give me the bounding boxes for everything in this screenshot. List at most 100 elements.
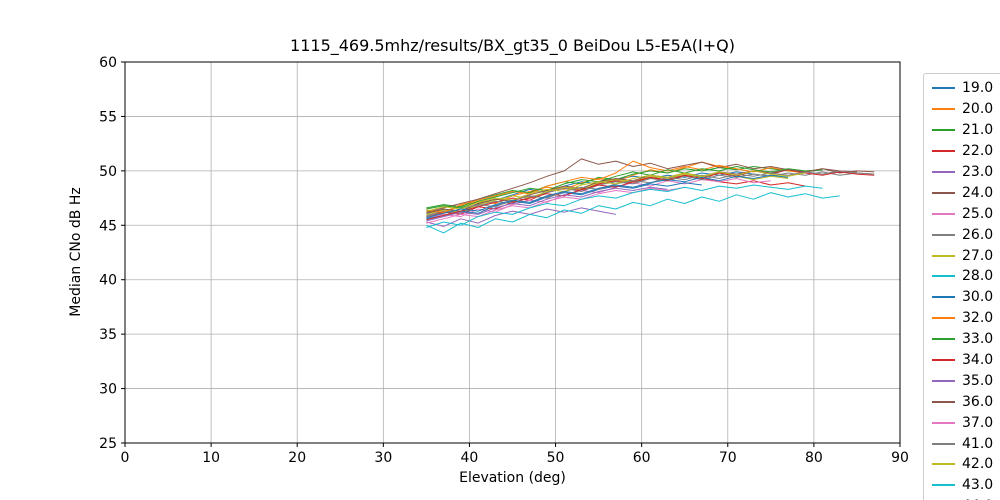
legend-entry: 23.0 <box>932 162 996 183</box>
series-line-22.0 <box>426 174 806 218</box>
legend-label: 37.0 <box>962 414 994 431</box>
legend-entry: 37.0 <box>932 412 996 433</box>
legend-entry: 22.0 <box>932 141 996 162</box>
legend-line-swatch <box>932 233 955 236</box>
series-line-25.0 <box>426 178 771 219</box>
legend-line-swatch <box>932 296 955 299</box>
series-line-33.0 <box>426 166 823 210</box>
legend-label: 33.0 <box>962 331 994 348</box>
legend-label: 27.0 <box>962 247 994 264</box>
legend-entry: 24.0 <box>932 182 996 203</box>
x-tick-label: 80 <box>805 450 823 466</box>
y-tick-label: 60 <box>99 55 117 71</box>
legend-line-swatch <box>932 87 955 90</box>
legend-line-swatch <box>932 359 955 362</box>
legend-entry: 35.0 <box>932 370 996 391</box>
y-tick-label: 45 <box>99 218 117 234</box>
x-tick-label: 90 <box>891 450 909 466</box>
legend-label: 44.0 <box>962 498 993 500</box>
legend-entry: 20.0 <box>932 99 996 120</box>
y-tick-label: 30 <box>99 382 117 398</box>
legend-label: 41.0 <box>962 435 994 452</box>
legend-entry: 32.0 <box>932 308 996 329</box>
y-tick-label: 50 <box>99 164 117 180</box>
series-line-37.0 <box>426 186 685 224</box>
chart-title: 1115_469.5mhz/results/BX_gt35_0 BeiDou L… <box>290 36 735 55</box>
x-tick-label: 70 <box>719 450 737 466</box>
legend-entry: 43.0 <box>932 475 996 496</box>
x-tick-label: 20 <box>288 450 306 466</box>
y-tick-label: 55 <box>99 109 117 125</box>
legend-entry: 21.0 <box>932 120 996 141</box>
legend-label: 34.0 <box>962 352 994 369</box>
series-line-35.0 <box>426 186 668 222</box>
legend-line-swatch <box>932 400 955 403</box>
legend-line-swatch <box>932 275 955 278</box>
series-line-30.0 <box>426 182 702 220</box>
series-line-44.0 <box>426 174 789 219</box>
legend-label: 20.0 <box>962 101 994 118</box>
legend-entry: 28.0 <box>932 266 996 287</box>
legend-entry: 42.0 <box>932 454 996 475</box>
series-line-32.0 <box>426 160 806 213</box>
legend: 19.0 20.0 21.0 22.0 23.0 24.0 25.0 26.0 27.0 28.0… <box>923 73 1000 500</box>
legend-label: 28.0 <box>962 268 994 285</box>
legend-entry: 41.0 <box>932 433 996 454</box>
legend-entry: 30.0 <box>932 287 996 308</box>
x-tick-label: 60 <box>633 450 651 466</box>
legend-line-swatch <box>932 191 955 194</box>
legend-label: 36.0 <box>962 393 994 410</box>
legend-label: 24.0 <box>962 184 994 201</box>
legend-line-swatch <box>932 171 955 173</box>
x-tick-label: 0 <box>121 450 130 466</box>
y-axis-label: Median CNo dB Hz <box>68 187 84 317</box>
legend-line-swatch <box>932 317 955 320</box>
legend-label: 25.0 <box>962 205 994 222</box>
series-line-42.0 <box>426 170 806 212</box>
axes-frame <box>124 61 901 444</box>
legend-line-swatch <box>932 338 955 341</box>
legend-line-swatch <box>932 108 955 111</box>
legend-label: 43.0 <box>962 477 994 494</box>
legend-entry: 36.0 <box>932 391 996 412</box>
legend-line-swatch <box>932 463 955 466</box>
x-tick-label: 30 <box>374 450 392 466</box>
legend-entry: 19.0 <box>932 78 996 99</box>
x-tick-label: 40 <box>461 450 479 466</box>
legend-label: 30.0 <box>962 289 994 306</box>
series-line-36.0 <box>426 168 857 214</box>
series-line-28.0 <box>426 192 840 234</box>
legend-entry: 44.0 <box>932 496 996 500</box>
legend-label: 35.0 <box>962 372 994 389</box>
legend-label: 22.0 <box>962 143 994 160</box>
legend-entry: 34.0 <box>932 350 996 371</box>
legend-line-swatch <box>932 212 955 215</box>
x-axis-label: Elevation (deg) <box>459 470 566 486</box>
legend-label: 32.0 <box>962 310 994 327</box>
legend-line-swatch <box>932 421 955 424</box>
legend-line-swatch <box>932 254 955 257</box>
legend-label: 21.0 <box>962 122 994 139</box>
legend-label: 26.0 <box>962 226 994 243</box>
legend-entry: 25.0 <box>932 203 996 224</box>
series-line-21.0 <box>426 166 823 209</box>
legend-entry: 33.0 <box>932 329 996 350</box>
legend-entry: 27.0 <box>932 245 996 266</box>
legend-line-swatch <box>932 484 955 487</box>
series-line-43.0 <box>426 184 823 228</box>
legend-line-swatch <box>932 442 955 445</box>
y-tick-label: 25 <box>99 436 117 452</box>
series-line-23.0 <box>426 207 616 227</box>
x-tick-label: 50 <box>547 450 565 466</box>
legend-line-swatch <box>932 150 955 153</box>
legend-entry: 26.0 <box>932 224 996 245</box>
legend-label: 19.0 <box>962 80 994 97</box>
y-tick-label: 35 <box>99 327 117 343</box>
y-tick-label: 40 <box>99 273 117 289</box>
legend-line-swatch <box>932 379 955 382</box>
x-tick-label: 10 <box>202 450 220 466</box>
legend-label: 42.0 <box>962 456 994 473</box>
legend-label: 23.0 <box>962 164 994 180</box>
